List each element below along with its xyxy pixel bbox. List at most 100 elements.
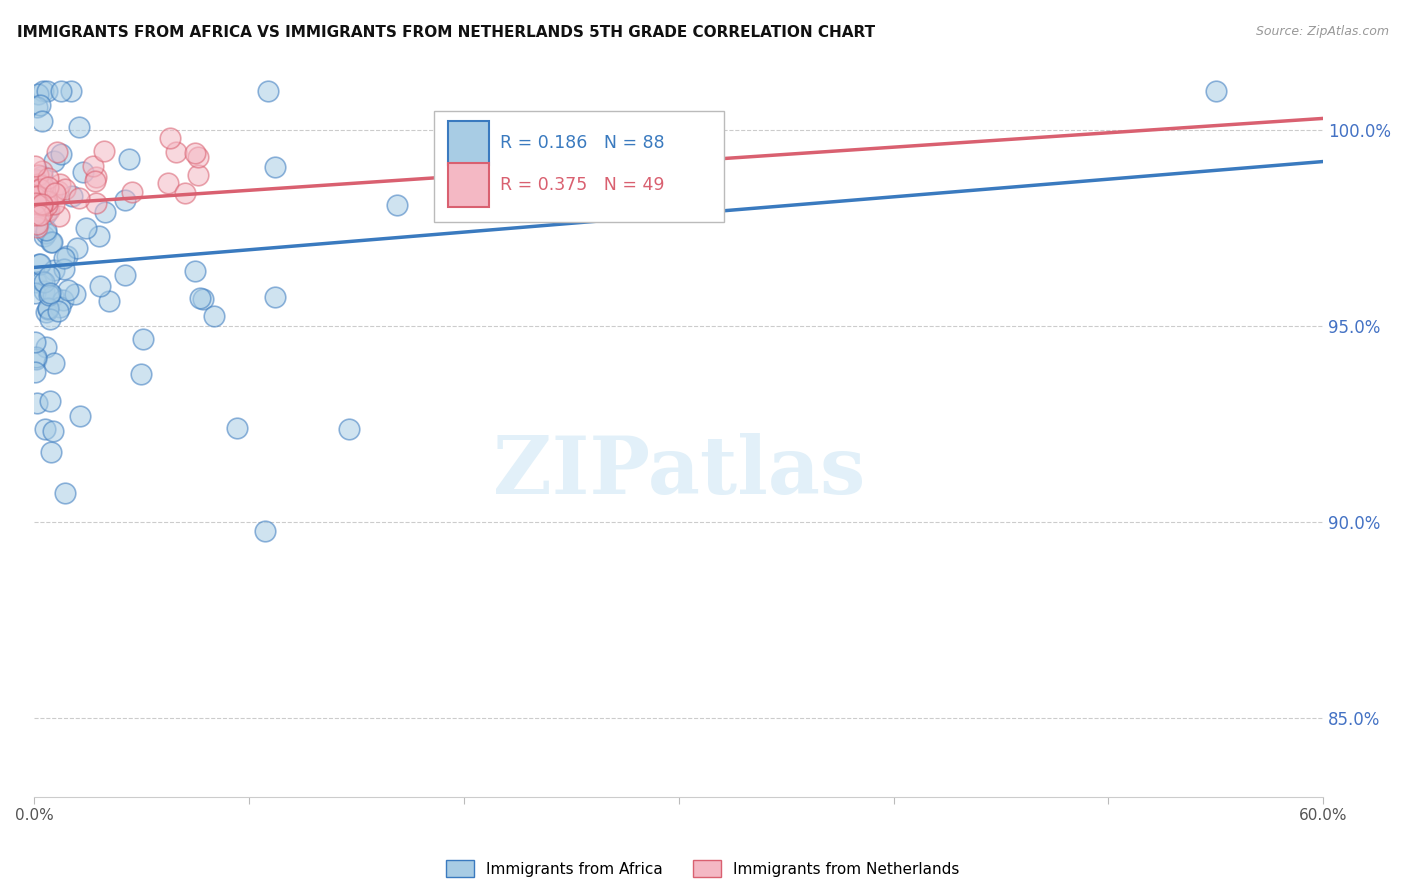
Point: [28, 97, 51, 112]
Point: [24, 159, 46, 173]
Point: [30, 188, 52, 202]
Point: [27, 87, 49, 102]
Point: [93, 205, 115, 219]
Point: [24, 190, 46, 204]
Point: [27, 168, 49, 182]
Point: [1205, 84, 1227, 98]
Point: [34, 422, 56, 436]
Point: [31, 164, 53, 178]
Point: [66, 241, 89, 255]
Point: [44, 153, 66, 168]
Point: [254, 524, 277, 538]
Point: [24, 285, 46, 300]
Point: [187, 168, 209, 182]
Text: IMMIGRANTS FROM AFRICA VS IMMIGRANTS FROM NETHERLANDS 5TH GRADE CORRELATION CHAR: IMMIGRANTS FROM AFRICA VS IMMIGRANTS FRO…: [17, 25, 875, 40]
Point: [39, 444, 62, 458]
Point: [25, 100, 48, 114]
Point: [24, 172, 46, 186]
Point: [32, 284, 55, 298]
Point: [56, 283, 79, 297]
Point: [63, 286, 86, 301]
Point: [53, 486, 76, 500]
Point: [165, 145, 187, 160]
Point: [24, 208, 46, 222]
Point: [41, 235, 63, 250]
Point: [38, 288, 60, 302]
Point: [118, 153, 141, 167]
Point: [60, 188, 83, 202]
Text: R = 0.375   N = 49: R = 0.375 N = 49: [499, 176, 664, 194]
Point: [24, 275, 46, 289]
Point: [129, 367, 152, 381]
Point: [156, 176, 179, 190]
Point: [49, 84, 72, 98]
Point: [30, 197, 52, 211]
Point: [28, 256, 51, 270]
Point: [25, 195, 48, 210]
Point: [159, 131, 181, 145]
Point: [35, 194, 58, 208]
Point: [35, 226, 58, 240]
Point: [37, 198, 59, 212]
Point: [25, 219, 48, 234]
Text: ZIPatlas: ZIPatlas: [492, 434, 865, 511]
Point: [52, 293, 75, 307]
Point: [53, 251, 76, 265]
Point: [32, 276, 55, 290]
Point: [30, 196, 52, 211]
Point: [27, 396, 49, 410]
Point: [75, 220, 97, 235]
Point: [35, 304, 58, 318]
Point: [45, 145, 67, 159]
Point: [38, 202, 60, 217]
Point: [44, 356, 66, 370]
Point: [174, 186, 197, 201]
Point: [32, 228, 55, 243]
Point: [25, 173, 48, 187]
Point: [24, 351, 46, 366]
Point: [37, 84, 59, 98]
Point: [30, 182, 52, 196]
Text: Source: ZipAtlas.com: Source: ZipAtlas.com: [1256, 25, 1389, 38]
Legend: Immigrants from Africa, Immigrants from Netherlands: Immigrants from Africa, Immigrants from …: [439, 853, 967, 884]
Point: [37, 179, 59, 194]
Point: [264, 290, 287, 304]
Point: [31, 197, 53, 211]
Point: [89, 279, 111, 293]
Point: [263, 160, 285, 174]
Point: [67, 191, 90, 205]
Point: [46, 304, 69, 318]
Point: [35, 223, 58, 237]
Point: [60, 84, 83, 98]
Point: [25, 203, 48, 218]
Point: [98, 293, 121, 308]
Point: [28, 197, 51, 211]
Point: [31, 169, 53, 184]
Point: [114, 268, 136, 282]
Point: [337, 422, 360, 436]
Point: [44, 197, 66, 211]
Point: [38, 269, 60, 284]
Point: [34, 194, 56, 208]
Point: [42, 289, 65, 303]
Point: [49, 177, 72, 191]
Point: [27, 182, 49, 196]
Point: [188, 291, 211, 305]
Point: [257, 84, 280, 98]
Point: [131, 332, 153, 346]
Point: [24, 334, 46, 349]
Point: [25, 183, 48, 197]
Point: [31, 197, 53, 211]
Point: [31, 198, 53, 212]
Point: [42, 263, 65, 277]
Point: [37, 171, 59, 186]
Text: R = 0.186   N = 88: R = 0.186 N = 88: [499, 134, 664, 152]
Point: [42, 425, 65, 439]
Point: [31, 114, 53, 128]
Point: [37, 301, 59, 315]
Point: [39, 235, 62, 249]
Point: [25, 351, 48, 365]
Point: [31, 274, 53, 288]
Point: [187, 150, 209, 164]
Point: [27, 177, 49, 191]
